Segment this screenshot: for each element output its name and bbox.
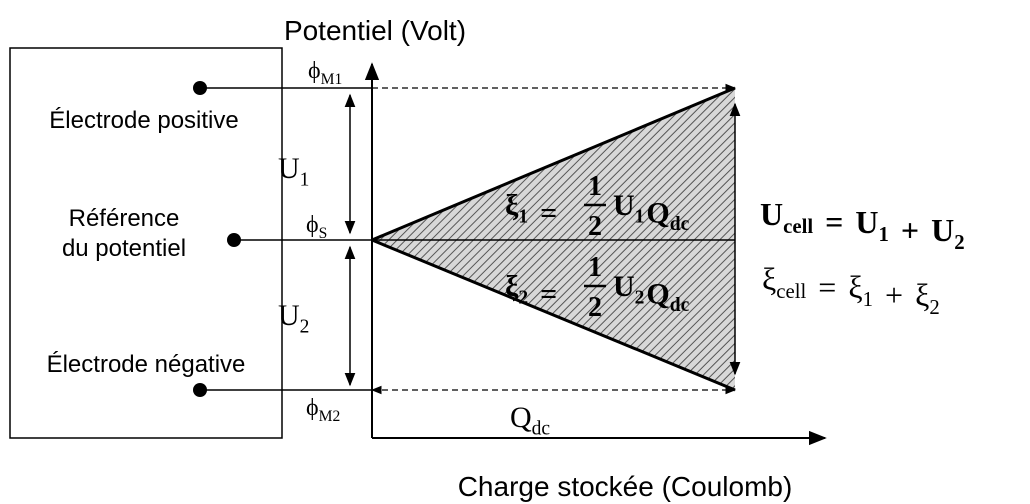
symbol: U xyxy=(760,196,783,232)
symbol: U xyxy=(278,299,300,332)
operator: = xyxy=(818,269,836,305)
operator: = xyxy=(825,204,843,240)
potential-label: ϕM2 xyxy=(306,395,340,425)
subscript: 1 xyxy=(878,223,888,246)
cell-box xyxy=(9,47,283,439)
energy-formula: U2Qdc xyxy=(613,270,690,316)
voltage-label: U2 xyxy=(278,299,309,338)
energy-formula: ξ2 = xyxy=(505,270,557,311)
subscript: dc xyxy=(670,214,690,235)
subscript: 2 xyxy=(300,317,310,338)
operator: + xyxy=(901,212,919,248)
subscript: 1 xyxy=(635,207,645,228)
symbol: U xyxy=(278,152,300,185)
symbol: ξ xyxy=(848,269,862,305)
subscript: S xyxy=(319,225,328,242)
upper-edge xyxy=(371,86,736,242)
charge-label: Qdc xyxy=(510,401,550,440)
lower-edge xyxy=(371,238,736,392)
subscript: 1 xyxy=(863,288,873,311)
subscript: M1 xyxy=(321,71,343,88)
subscript: 1 xyxy=(518,207,528,228)
total-formula: Ucell = U1 + U2 xyxy=(760,196,965,254)
subscript: 2 xyxy=(635,288,645,309)
reference-terminal xyxy=(227,233,241,247)
symbol: ξ xyxy=(505,189,519,222)
x-axis-label: Charge stockée (Coulomb) xyxy=(458,471,793,502)
fraction-numerator: 1 xyxy=(588,171,602,202)
negative-label: Électrode négative xyxy=(47,351,246,378)
symbol: Q xyxy=(646,278,669,311)
positive-terminal xyxy=(193,81,207,95)
energy-area xyxy=(372,88,735,390)
subscript: dc xyxy=(532,419,551,440)
negative-terminal xyxy=(193,383,207,397)
symbol: ϕ xyxy=(306,212,319,238)
operator: = xyxy=(540,278,557,311)
symbol: U xyxy=(855,204,878,240)
fraction-denominator: 2 xyxy=(588,211,602,242)
energy-formula: U1Qdc xyxy=(613,189,690,235)
subscript: cell xyxy=(783,215,813,238)
energy-formula: ξ1 = xyxy=(505,189,557,230)
symbol: ξ xyxy=(762,261,776,297)
symbol: ϕ xyxy=(308,58,321,84)
symbol: Q xyxy=(646,197,669,230)
subscript: M2 xyxy=(319,408,341,425)
reference-label: du potentiel xyxy=(62,235,186,262)
symbol: U xyxy=(613,189,635,222)
fraction-numerator: 1 xyxy=(588,252,602,283)
subscript: 2 xyxy=(518,288,528,309)
y-axis-label: Potentiel (Volt) xyxy=(284,15,466,46)
symbol: U xyxy=(613,270,635,303)
subscript: 1 xyxy=(300,170,310,191)
symbol: U xyxy=(931,212,954,248)
potential-label: ϕM1 xyxy=(308,58,342,88)
fraction-denominator: 2 xyxy=(588,292,602,323)
subscript: cell xyxy=(776,280,806,303)
voltage-label: U1 xyxy=(278,152,309,191)
subscript: 2 xyxy=(929,296,939,319)
symbol: Q xyxy=(510,401,532,434)
symbol: ϕ xyxy=(306,395,319,421)
subscript: 2 xyxy=(954,231,964,254)
potential-label: ϕS xyxy=(306,212,327,242)
operator: + xyxy=(885,277,903,313)
reference-label: Référence xyxy=(69,205,180,232)
symbol: ξ xyxy=(505,270,519,303)
operator: = xyxy=(540,197,557,230)
subscript: dc xyxy=(670,295,690,316)
total-formula: ξcell = ξ1 + ξ2 xyxy=(762,261,940,319)
symbol: ξ xyxy=(915,277,929,313)
positive-label: Électrode positive xyxy=(49,107,238,134)
